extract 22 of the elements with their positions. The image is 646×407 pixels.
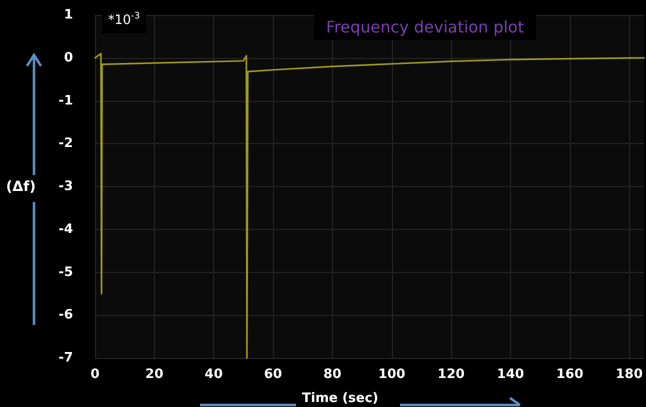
x-tick-label: 40 [204,367,223,382]
x-axis-title: Time (sec) [302,391,378,406]
y-tick-label: -7 [58,350,73,366]
x-tick-label: 20 [145,367,164,382]
y-tick-label: -1 [58,93,73,108]
x-tick-label: 160 [556,367,584,382]
x-tick-label: 60 [264,367,282,382]
x-tick-label: 80 [323,367,342,382]
x-tick-label: 120 [438,367,465,382]
x-tick-label: 180 [616,367,643,382]
y-tick-label: -2 [58,136,73,152]
y-tick-label: -6 [58,308,73,323]
x-tick-label: 140 [496,367,524,382]
y-tick-label: 1 [64,8,73,22]
x-tick-label: 100 [378,367,406,382]
y-tick-label: 0 [64,50,73,66]
x-tick-label: 0 [90,367,100,382]
y-tick-label: -4 [58,222,73,237]
y-tick-label: -5 [58,264,73,280]
y-tick-label: -3 [58,179,73,194]
y-axis-title: (Δf) [6,179,36,195]
chart-title: Frequency deviation plot [326,18,524,36]
